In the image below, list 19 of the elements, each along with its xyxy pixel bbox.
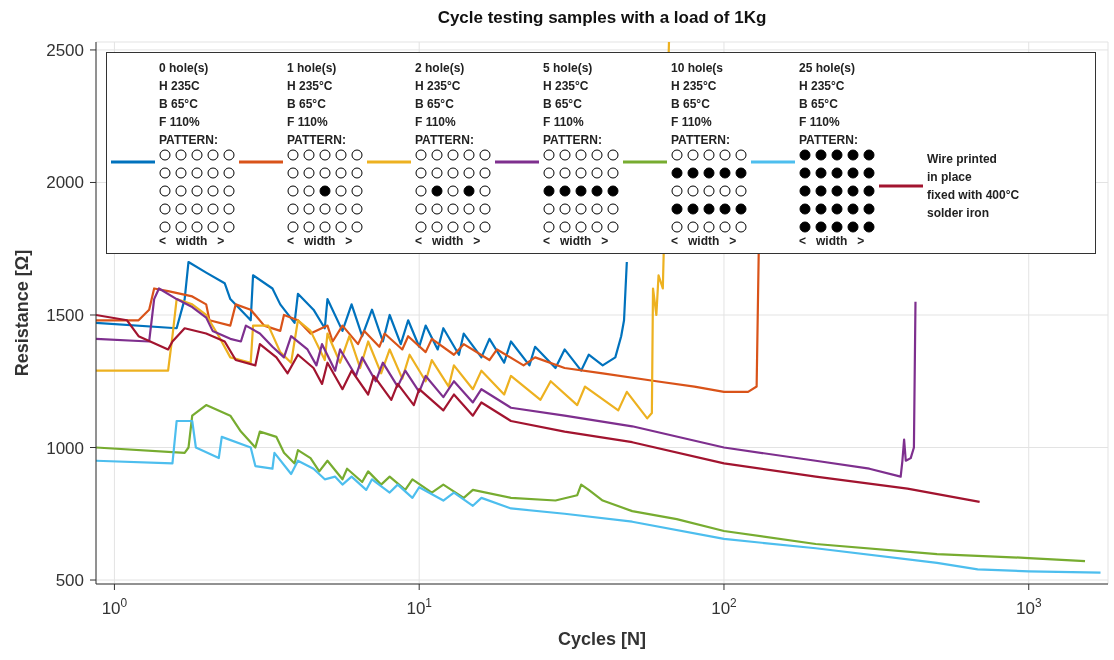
x-tick-label: 10$^{0}$ xyxy=(101,596,128,618)
chart-title: Cycle testing samples with a load of 1Kg xyxy=(436,8,768,28)
y-tick-label: 1500 xyxy=(46,305,84,325)
x-tick-label: 10$^{1}$ xyxy=(406,596,433,618)
legend-label: Wire printed in place fixed with 400°C solder iron xyxy=(927,151,1020,222)
x-tick-label: 10$^{2}$ xyxy=(711,596,738,618)
text: 25 hole(s) H 235°C B 65°C F 110% PATTERN: < width > xyxy=(799,61,865,248)
y-axis-title: Resistance [Ω] xyxy=(11,249,33,377)
y-tick-label: 2000 xyxy=(46,173,84,193)
y-tick-label: 500 xyxy=(55,571,84,591)
y-tick-label: 2500 xyxy=(46,40,84,60)
x-tick-label: 10$^{3}$ xyxy=(1015,596,1042,618)
text: 10 hole(s H 235°C B 65°C F 110% PATTERN: < width > xyxy=(671,61,737,248)
text: 0 hole(s) H 235C B 65°C F 110% PATTERN: < width > xyxy=(159,61,225,248)
x-axis-title: Cycles [N] xyxy=(557,629,647,650)
text: 5 hole(s) H 235°C B 65°C F 110% PATTERN: < width > xyxy=(543,61,609,248)
text: 2 hole(s) H 235°C B 65°C F 110% PATTERN: < width > xyxy=(415,61,481,248)
y-tick-label: 1000 xyxy=(46,438,84,458)
text: 1 hole(s) H 235°C B 65°C F 110% PATTERN: < width > xyxy=(287,61,353,248)
